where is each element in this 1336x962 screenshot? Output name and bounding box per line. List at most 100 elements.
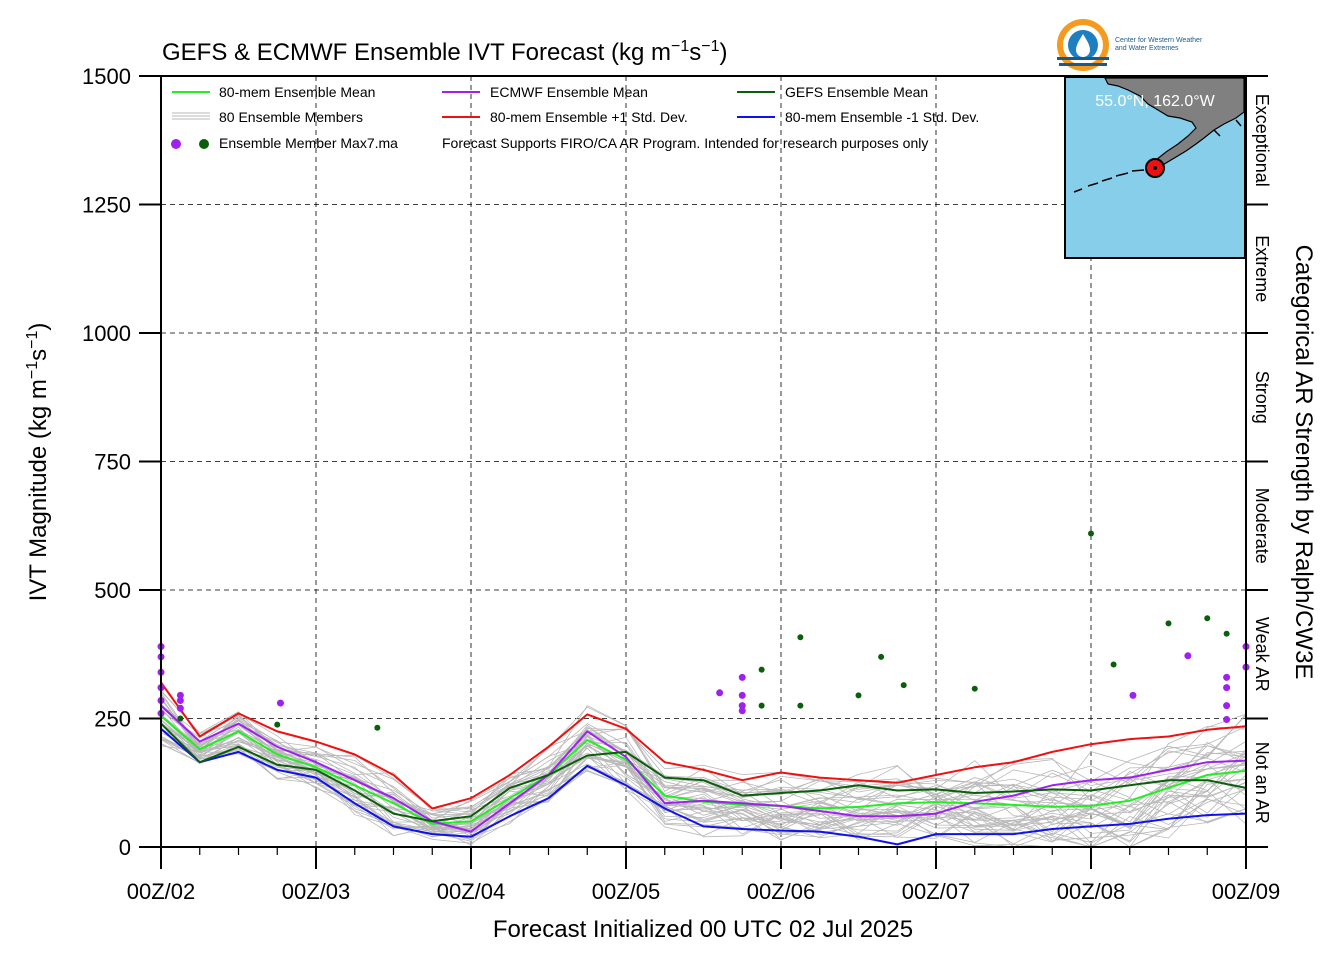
ensemble-member-line [161,697,1246,816]
max-point-gefs [758,702,765,709]
y-tick-label: 1500 [82,64,131,89]
legend-label-mean80: 80-mem Ensemble Mean [219,84,375,100]
ensemble-member-line [161,732,1246,841]
ensemble-member-line [161,738,1246,847]
x-tick-label: 00Z/07 [902,879,971,904]
max-point-gefs [274,721,281,728]
y-tick-label: 0 [119,835,131,860]
x-tick-label: 00Z/02 [127,879,196,904]
ensemble-member-line [161,722,1246,843]
max-point-gefs [878,653,885,660]
max-point-ecmwf [738,691,746,699]
max-point-gefs [971,685,978,692]
ensemble-member-line [161,722,1246,847]
y-axis-title: IVT Magnitude (kg m−1s−1) [24,323,52,602]
x-tick-label: 00Z/09 [1212,879,1281,904]
max-point-gefs [1223,630,1230,637]
ensemble-members [161,690,1246,847]
ensemble-member-line [161,692,1246,816]
logo-text-line2: and Water Extremes [1115,45,1179,52]
ensemble-member-line [161,693,1246,825]
chart-title: GEFS & ECMWF Ensemble IVT Forecast (kg m… [162,38,728,66]
max-point-ecmwf [738,707,746,715]
max-point-ecmwf [1184,652,1192,660]
max-point-ecmwf [176,691,184,699]
cw3e-logo: Center for Western Weather and Water Ext… [1057,19,1203,71]
category-label: Strong [1252,371,1272,424]
x-tick-label: 00Z/04 [437,879,506,904]
y-tick-label: 1000 [82,321,131,346]
max-point-ecmwf [738,673,746,681]
max-point-gefs [758,666,765,673]
legend-label-ecmwf: ECMWF Ensemble Mean [490,84,648,100]
ensemble-member-line [161,710,1246,813]
x-tick-label: 00Z/05 [592,879,661,904]
inset-islands [1073,119,1242,193]
category-label: Not an AR [1252,742,1272,824]
right-axis-title: Categorical AR Strength by Ralph/CW3E [1290,245,1317,680]
legend-label-members: 80 Ensemble Members [219,109,363,125]
x-tick-label: 00Z/06 [747,879,816,904]
max-point-gefs [797,702,804,709]
ensemble-max-points [157,530,1250,731]
max-point-gefs [900,682,907,689]
category-label: Extreme [1252,235,1272,302]
max-point-gefs [797,634,804,641]
x-tick-label: 00Z/03 [282,879,351,904]
legend-label-plus: 80-mem Ensemble +1 Std. Dev. [490,109,688,125]
series-line-0 [161,715,1246,825]
category-label: Moderate [1252,488,1272,564]
max-point-ecmwf [276,699,284,707]
series-line-2 [161,722,1246,823]
category-axis: Not an AR Weak AR Moderate Strong Extreme Exc… [1246,75,1272,848]
ensemble-member-line [161,690,1246,821]
legend-swatch-members [172,112,210,120]
y-tick-label: 1250 [82,193,131,218]
series-line-3 [161,681,1246,810]
legend-label-minus: 80-mem Ensemble -1 Std. Dev. [785,109,979,125]
max-point-gefs [1204,615,1211,622]
max-point-gefs [1110,661,1117,668]
max-point-ecmwf [1223,673,1231,681]
x-tick-label: 00Z/08 [1057,879,1126,904]
location-inset-map: 55.0°N, 162.0°W [1064,76,1246,259]
ensemble-member-line [161,744,1246,847]
series-line-4 [161,728,1246,846]
max-point-gefs [374,724,381,731]
legend-label-gefs: GEFS Ensemble Mean [785,84,928,100]
ensemble-member-line [161,720,1246,834]
y-tick-label: 500 [94,578,131,603]
ensemble-member-line [161,705,1246,812]
max-point-ecmwf [1223,684,1231,692]
series-lines [161,681,1246,846]
max-point-ecmwf [176,697,184,705]
logo-text-line1: Center for Western Weather [1115,37,1203,44]
category-label: Weak AR [1252,617,1272,692]
max-point-ecmwf [738,702,746,710]
y-tick-label: 250 [94,707,131,732]
legend-label-max: Ensemble Member Max7.ma [219,135,398,151]
max-point-gefs [1165,620,1172,627]
inset-location-center [1153,166,1157,170]
max-point-ecmwf [176,704,184,712]
max-point-gefs [177,715,184,722]
x-axis: 00Z/02 00Z/03 00Z/04 00Z/05 00Z/06 00Z/07 00Z/… [127,847,1281,904]
max-point-ecmwf [1129,691,1137,699]
y-tick-label: 750 [94,450,131,475]
legend-dot-purple [171,139,181,149]
max-point-ecmwf [1223,702,1231,710]
max-point-ecmwf [716,689,724,697]
inset-location-label: 55.0°N, 162.0°W [1095,93,1215,110]
legend-note: Forecast Supports FIRO/CA AR Program. In… [442,135,928,151]
max-point-gefs [1088,530,1094,537]
max-point-ecmwf [1223,716,1231,724]
x-axis-title: Forecast Initialized 00 UTC 02 Jul 2025 [493,916,913,943]
category-label: Exceptional [1252,94,1272,187]
ensemble-member-line [161,703,1246,819]
series-line-1 [161,704,1246,833]
ensemble-member-line [161,719,1246,843]
max-point-gefs [855,692,862,699]
ensemble-member-line [161,723,1246,837]
legend-dot-green [199,139,209,149]
